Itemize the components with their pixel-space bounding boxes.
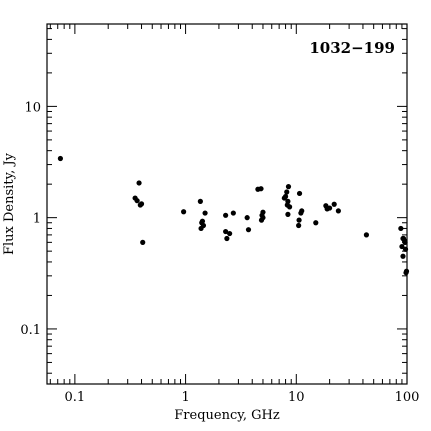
data-point <box>400 253 406 259</box>
data-point <box>313 220 319 226</box>
data-point <box>199 218 206 224</box>
data-point <box>136 180 142 186</box>
data-point <box>285 198 291 204</box>
data-point <box>227 230 233 237</box>
x-axis-label: Frequency, GHz <box>174 408 280 423</box>
data-point <box>245 227 252 233</box>
data-point <box>200 222 207 229</box>
x-tick-label: 0.1 <box>65 390 86 405</box>
data-point <box>260 215 266 221</box>
data-point <box>140 239 146 245</box>
data-point <box>230 210 236 216</box>
x-tick-label: 100 <box>395 390 420 405</box>
data-point <box>403 268 410 274</box>
data-points <box>57 155 410 276</box>
data-point <box>181 209 187 215</box>
data-point <box>331 201 337 207</box>
data-point <box>284 189 290 195</box>
data-point <box>282 193 289 200</box>
data-point <box>296 190 303 197</box>
y-axis-label: Flux Density, Jy <box>2 152 17 255</box>
data-point <box>223 228 229 235</box>
plot-area-border <box>46 23 408 385</box>
x-tick-label: 1 <box>181 390 189 405</box>
data-point <box>260 209 266 215</box>
data-point <box>244 215 250 221</box>
data-point <box>402 239 408 245</box>
data-point <box>285 184 292 190</box>
y-tick-label: 10 <box>24 100 41 115</box>
data-point <box>398 225 404 232</box>
data-point <box>399 243 405 250</box>
data-point <box>197 198 203 204</box>
y-tick-label: 1 <box>33 212 41 227</box>
data-point <box>363 232 370 238</box>
data-point <box>299 208 305 214</box>
data-point <box>224 235 230 242</box>
data-point <box>287 204 293 210</box>
data-point <box>57 155 64 162</box>
data-point <box>296 222 302 229</box>
data-point <box>402 246 409 252</box>
chart-title: 1032−199 <box>309 39 395 57</box>
data-point <box>285 211 291 217</box>
y-tick-label: 0.1 <box>20 323 41 338</box>
data-point <box>202 210 208 216</box>
x-tick-label: 10 <box>288 390 305 405</box>
data-point <box>134 198 140 204</box>
data-point <box>335 208 341 214</box>
data-point <box>296 217 302 223</box>
data-point <box>223 212 229 218</box>
axis-ticks: 0.1 1 10 100 0.1 1 10 <box>20 24 419 405</box>
data-point <box>258 186 264 192</box>
data-point <box>327 205 333 211</box>
plot-frame <box>46 23 408 385</box>
data-point <box>138 201 145 207</box>
